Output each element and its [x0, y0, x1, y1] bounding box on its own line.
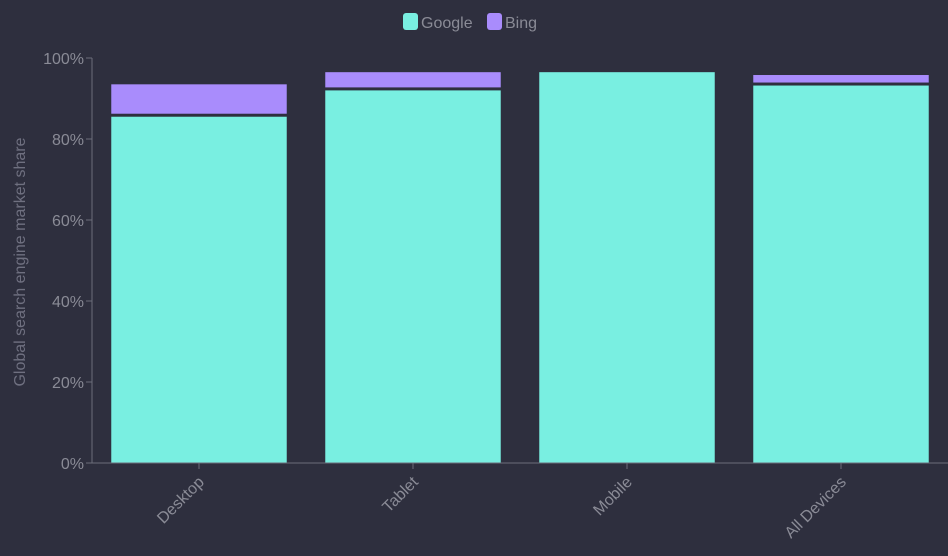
- legend-label-bing: Bing: [505, 15, 537, 32]
- bar-google-desktop[interactable]: [111, 116, 287, 463]
- y-tick-label: 80%: [52, 132, 84, 149]
- x-tick-label: All Devices: [782, 474, 850, 542]
- bar-google-all-devices[interactable]: [753, 85, 929, 463]
- legend-label-google: Google: [421, 15, 473, 32]
- y-tick-label: 100%: [43, 51, 84, 68]
- legend-item-bing[interactable]: Bing: [487, 13, 537, 32]
- legend-swatch-bing: [487, 13, 502, 30]
- legend-swatch-google: [403, 13, 418, 30]
- y-tick-label: 40%: [52, 294, 84, 311]
- x-tick-label: Mobile: [590, 474, 635, 519]
- y-tick-label: 60%: [52, 213, 84, 230]
- y-axis-ticks: 0% 20% 40% 60% 80% 100%: [43, 51, 92, 473]
- y-tick-label: 20%: [52, 375, 84, 392]
- x-axis-ticks: Desktop Tablet Mobile All Devices: [154, 463, 850, 542]
- y-axis-title: Global search engine market share: [12, 137, 29, 386]
- bar-bing-desktop[interactable]: [111, 84, 287, 114]
- bar-google-mobile[interactable]: [539, 72, 715, 464]
- x-tick-label: Tablet: [380, 473, 423, 516]
- bar-google-tablet[interactable]: [325, 90, 501, 464]
- bars: [111, 72, 929, 464]
- x-tick-label: Desktop: [154, 474, 208, 528]
- legend-item-google[interactable]: Google: [403, 13, 473, 32]
- bar-bing-all-devices[interactable]: [753, 75, 929, 83]
- y-tick-label: 0%: [61, 456, 84, 473]
- bar-bing-tablet[interactable]: [325, 72, 501, 88]
- legend: Google Bing: [403, 13, 537, 32]
